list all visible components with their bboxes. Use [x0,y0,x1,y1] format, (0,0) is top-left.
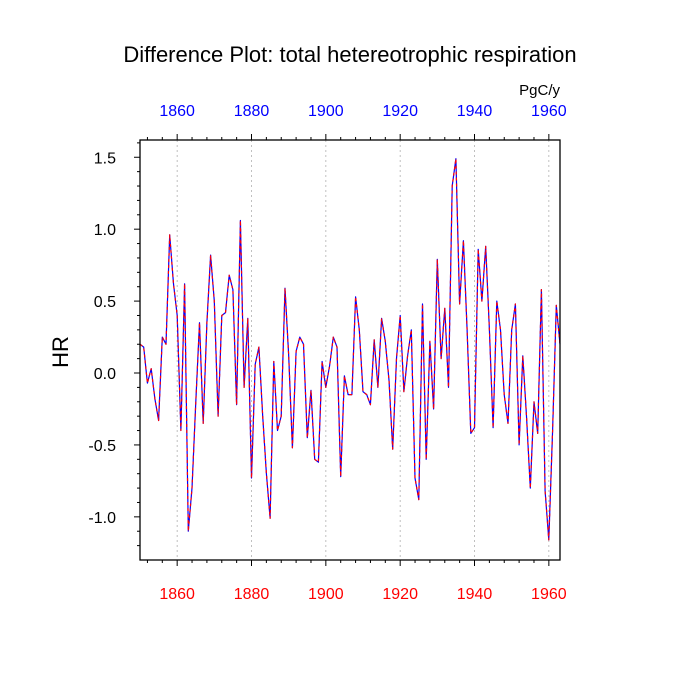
chart-title: Difference Plot: total hetereotrophic re… [123,42,576,67]
y-tick-label: 0.5 [94,294,116,311]
tick-labels: 1860 1860 1880 1880 1900 1900 1920 1920 1940 1940… [88,103,566,603]
y-tick-label: 1.5 [94,150,116,167]
x-tick-label-top: 1900 [308,103,344,120]
x-tick-label-bottom: 1940 [457,586,493,603]
plot-frame [139,139,561,561]
series-layer [139,158,561,541]
x-tick-label-bottom: 1960 [531,586,567,603]
axis-ticks [134,134,550,566]
series-line [139,158,561,541]
gridlines [176,140,550,560]
x-tick-label-top: 1960 [531,103,567,120]
x-tick-label-bottom: 1920 [382,586,418,603]
y-tick-label: -0.5 [88,438,116,455]
x-tick-label-top: 1920 [382,103,418,120]
y-tick-label: 0.0 [94,366,116,383]
y-axis-label: HR [48,336,73,368]
units-label: PgC/y [519,82,560,99]
x-tick-label-bottom: 1880 [234,586,270,603]
series-line-dashed [139,158,561,541]
x-tick-label-bottom: 1860 [159,586,195,603]
x-tick-label-top: 1940 [457,103,493,120]
x-tick-label-bottom: 1900 [308,586,344,603]
x-tick-label-top: 1880 [234,103,270,120]
y-tick-label: 1.0 [94,222,116,239]
x-tick-label-top: 1860 [159,103,195,120]
y-tick-label: -1.0 [88,510,116,527]
